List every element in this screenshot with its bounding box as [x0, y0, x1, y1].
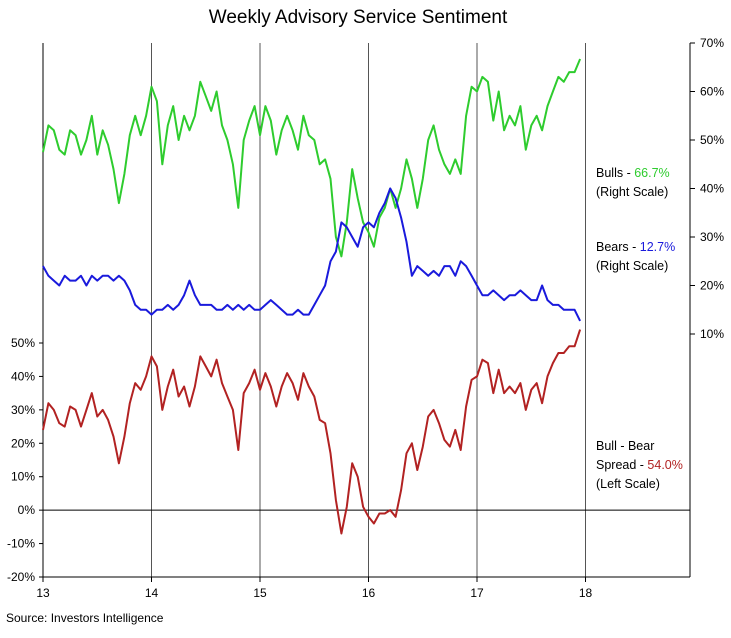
- left-axis: 50% 40% 30% 20% 10% 0% -10% -20%: [7, 336, 43, 584]
- left-tick-label: 10%: [11, 470, 35, 484]
- left-tick-label: 20%: [11, 436, 35, 450]
- bears-label: Bears - 12.7% (Right Scale): [596, 240, 675, 273]
- bears-label-scale: (Right Scale): [596, 259, 668, 273]
- right-tick-label: 10%: [700, 327, 724, 341]
- bears-label-line1: Bears - 12.7%: [596, 240, 675, 254]
- x-tick-label: 14: [145, 586, 159, 600]
- x-tick-label: 13: [36, 586, 50, 600]
- x-axis: 13 14 15 16 17 18: [36, 577, 592, 600]
- right-tick-label: 40%: [700, 182, 724, 196]
- spread-label-scale: (Left Scale): [596, 477, 660, 491]
- right-tick-label: 30%: [700, 230, 724, 244]
- spread-label-line2: Spread - 54.0%: [596, 458, 683, 472]
- right-tick-label: 20%: [700, 279, 724, 293]
- right-tick-label: 60%: [700, 85, 724, 99]
- bulls-line: [42, 58, 582, 258]
- right-tick-label: 50%: [700, 133, 724, 147]
- left-tick-label: 40%: [11, 369, 35, 383]
- x-tick-label: 18: [579, 586, 593, 600]
- bulls-label-scale: (Right Scale): [596, 185, 668, 199]
- bulls-label-line1: Bulls - 66.7%: [596, 166, 670, 180]
- series-lines: [42, 58, 582, 535]
- bears-line: [42, 187, 581, 322]
- bulls-label: Bulls - 66.7% (Right Scale): [596, 166, 670, 199]
- left-tick-label: 50%: [11, 336, 35, 350]
- left-tick-label: 0%: [18, 503, 36, 517]
- left-tick-label: 30%: [11, 403, 35, 417]
- chart-title: Weekly Advisory Service Sentiment: [209, 7, 508, 28]
- x-tick-label: 16: [362, 586, 376, 600]
- spread-label-line1: Bull - Bear: [596, 439, 654, 453]
- left-tick-label: -10%: [7, 537, 35, 551]
- right-tick-label: 70%: [700, 36, 724, 50]
- left-tick-label: -20%: [7, 570, 35, 584]
- x-tick-label: 15: [253, 586, 267, 600]
- right-axis: 70% 60% 50% 40% 30% 20% 10%: [690, 36, 724, 341]
- x-tick-label: 17: [470, 586, 484, 600]
- source-note: Source: Investors Intelligence: [6, 611, 164, 625]
- spread-line: [42, 329, 582, 535]
- spread-label: Bull - Bear Spread - 54.0% (Left Scale): [596, 439, 683, 491]
